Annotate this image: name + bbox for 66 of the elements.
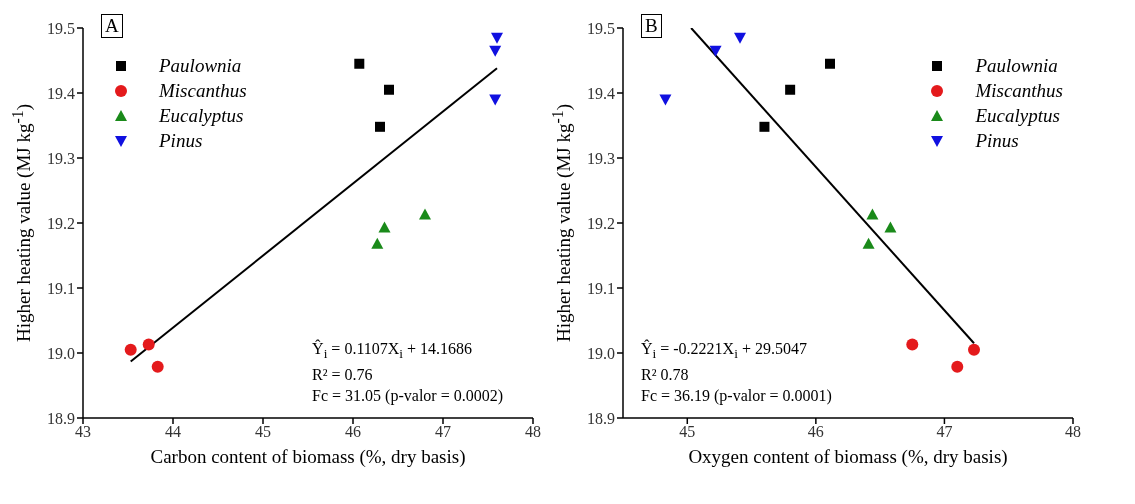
y-tick-label: 19.0 [587, 344, 615, 362]
legend-label: Miscanthus [975, 79, 1063, 103]
legend-label: Eucalyptus [975, 104, 1060, 128]
annotation: R² = 0.76 [312, 365, 374, 385]
point [489, 45, 502, 57]
point [659, 94, 672, 106]
annotation: Fc = 36.19 (p-valor = 0.0001) [641, 386, 832, 406]
x-tick-label: 45 [679, 423, 696, 441]
x-tick-label: 46 [807, 423, 824, 441]
annotation: Ŷ$_{i}$ = 0.1107X$_{i}$ + 14.1686 [312, 338, 474, 363]
x-tick-label: 44 [165, 423, 181, 441]
annotation: R² 0.78 [641, 365, 690, 385]
point [354, 58, 365, 69]
point [709, 45, 722, 57]
y-tick-label: 18.9 [47, 409, 75, 427]
legend-label: Miscanthus [159, 79, 247, 103]
x-tick-label: 48 [525, 423, 541, 441]
point [825, 58, 835, 69]
x-axis-title: Carbon content of biomass (%, dry basis) [149, 446, 467, 468]
point [378, 221, 391, 233]
point [862, 237, 875, 249]
point [419, 208, 431, 220]
annotation: Fc = 31.05 (p-valor = 0.0002) [312, 386, 503, 406]
point [375, 121, 385, 132]
point [968, 343, 980, 356]
point [951, 360, 964, 373]
y-tick-label: 19.5 [587, 19, 615, 37]
legend-label: Pinus [975, 129, 1019, 153]
y-tick-label: 19.5 [47, 19, 75, 37]
x-tick-label: 46 [345, 423, 361, 441]
chart-title: B [641, 14, 662, 38]
point [866, 208, 879, 220]
legend-label: Pinus [159, 129, 203, 153]
x-tick-label: 47 [936, 423, 953, 441]
point [142, 338, 155, 351]
legend-label: Paulownia [975, 54, 1058, 78]
point [384, 84, 394, 95]
point [371, 237, 384, 249]
point [734, 32, 746, 44]
annotation: Ŷ$_{i}$ = -0.2221X$_{i}$ + 29.5047 [641, 338, 808, 363]
x-tick-label: 45 [255, 423, 271, 441]
point [151, 360, 164, 373]
x-tick-label: 43 [75, 423, 91, 441]
point [906, 338, 919, 351]
y-tick-label: 19.2 [587, 214, 615, 232]
chart-title: A [101, 14, 123, 38]
x-tick-label: 47 [435, 423, 451, 441]
legend-label: Eucalyptus [159, 104, 244, 128]
y-tick-label: 19.0 [47, 344, 75, 362]
y-tick-label: 19.2 [47, 214, 75, 232]
y-tick-label: 18.9 [587, 409, 615, 427]
point [491, 32, 503, 44]
y-tick-label: 19.4 [587, 84, 615, 102]
point [785, 84, 796, 95]
point [489, 94, 502, 106]
y-tick-label: 19.4 [47, 84, 75, 102]
x-axis-title: Oxygen content of biomass (%, dry basis) [687, 446, 1009, 468]
legend-label: Paulownia [159, 54, 242, 78]
y-tick-label: 19.1 [47, 279, 75, 297]
y-tick-label: 19.3 [587, 149, 615, 167]
point [759, 121, 770, 132]
y-tick-label: 19.3 [47, 149, 75, 167]
point [124, 343, 137, 356]
y-tick-label: 19.1 [587, 279, 615, 297]
point [884, 221, 897, 233]
x-tick-label: 48 [1065, 423, 1081, 441]
